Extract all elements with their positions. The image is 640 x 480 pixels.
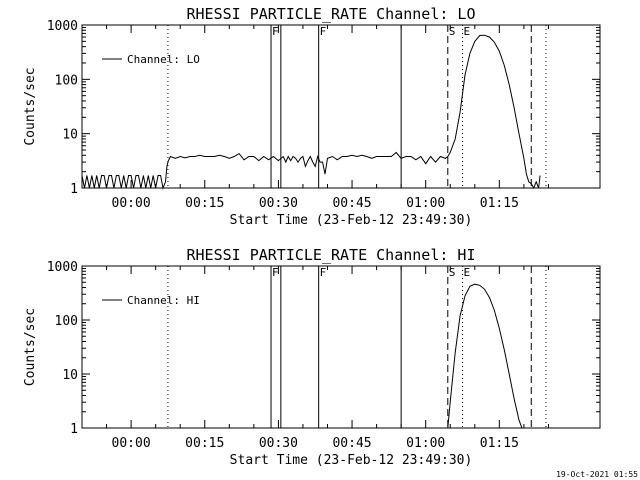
chart-panel-2: RHESSI PARTICLE_RATE Channel: HI 1 10 100 10… [23,246,601,468]
time-marker-label: E [464,25,471,38]
x-tick-label: 00:45 [332,436,371,451]
chart-title: RHESSI PARTICLE_RATE Channel: HI [187,246,476,264]
y-axis-label: Counts/sec [23,308,38,386]
timestamp: 19-Oct-2021 01:55 [556,470,638,479]
time-marker-label: F [272,266,279,279]
y-tick-label: 1000 [47,260,78,275]
y-tick-label: 1 [70,422,78,437]
y-tick-label: 10 [62,368,78,383]
y-tick-label: 10 [62,128,78,143]
x-tick-label: 00:15 [185,436,224,451]
y-tick-label: 100 [55,314,78,329]
x-tick-label: 00:30 [259,436,298,451]
x-tick-label: 01:15 [480,436,519,451]
plot-frame [81,265,601,429]
legend-label: Channel: HI [127,294,200,307]
y-tick-label: 1 [70,182,78,197]
y-tick-label: 100 [55,73,78,88]
x-axis-label: Start Time (23-Feb-12 23:49:30) [230,213,473,228]
chart-title: RHESSI PARTICLE_RATE Channel: LO [187,5,476,23]
x-tick-label: 01:00 [406,196,445,211]
time-marker-label: F [320,266,327,279]
x-tick-label: 00:30 [259,196,298,211]
x-tick-label: 00:00 [112,196,151,211]
x-axis-label: Start Time (23-Feb-12 23:49:30) [230,453,473,468]
x-tick-label: 01:15 [480,196,519,211]
x-tick-label: 01:00 [406,436,445,451]
time-marker-label: F [320,25,327,38]
x-tick-label: 00:00 [112,436,151,451]
plot-frame [81,24,601,189]
series-line [81,34,541,190]
x-tick-label: 00:45 [332,196,371,211]
y-tick-label: 1000 [47,19,78,34]
chart-panel-1: RHESSI PARTICLE_RATE Channel: LO 1 10 100 10… [23,5,601,228]
legend-label: Channel: LO [127,53,200,66]
series-line [447,283,523,429]
time-marker-label: F [272,25,279,38]
time-marker-label: E [464,266,471,279]
time-marker-label: S [449,266,456,279]
y-axis-label: Counts/sec [23,67,38,145]
time-marker-label: S [449,25,456,38]
x-tick-label: 00:15 [185,196,224,211]
